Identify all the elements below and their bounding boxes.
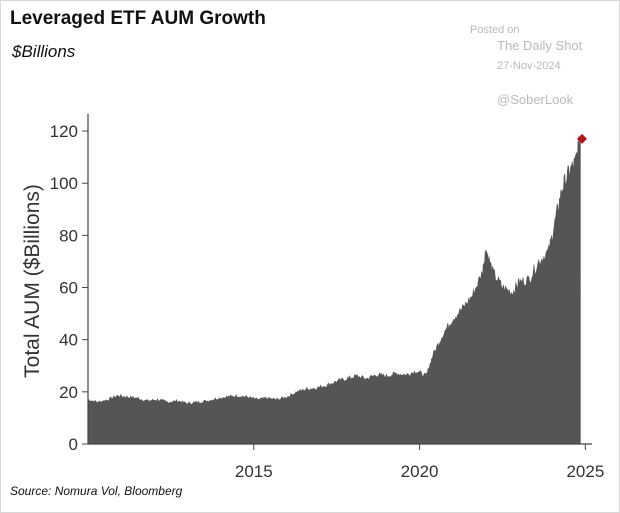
chart-subtitle: $Billions <box>12 42 76 61</box>
watermark-handle: @SoberLook <box>497 92 574 107</box>
latest-value-marker <box>577 133 588 144</box>
y-tick-label: 40 <box>59 331 78 350</box>
y-tick-label: 20 <box>59 383 78 402</box>
watermark-name: The Daily Shot <box>497 38 583 53</box>
source-note: Source: Nomura Vol, Bloomberg <box>10 484 183 498</box>
x-tick-label: 2020 <box>401 462 439 481</box>
aum-area <box>87 136 581 445</box>
y-tick-label: 100 <box>50 174 78 193</box>
chart-title: Leveraged ETF AUM Growth <box>10 8 266 29</box>
y-tick-label: 120 <box>50 122 78 141</box>
y-tick-label: 0 <box>69 435 78 454</box>
watermark-date: 27-Nov-2024 <box>497 60 561 72</box>
y-axis-label: Total AUM ($Billions) <box>21 184 44 378</box>
y-tick-label: 80 <box>59 226 78 245</box>
x-tick-label: 2025 <box>566 462 604 481</box>
x-tick-label: 2015 <box>235 462 273 481</box>
watermark-posted: Posted on <box>470 24 520 36</box>
y-tick-label: 60 <box>59 279 78 298</box>
